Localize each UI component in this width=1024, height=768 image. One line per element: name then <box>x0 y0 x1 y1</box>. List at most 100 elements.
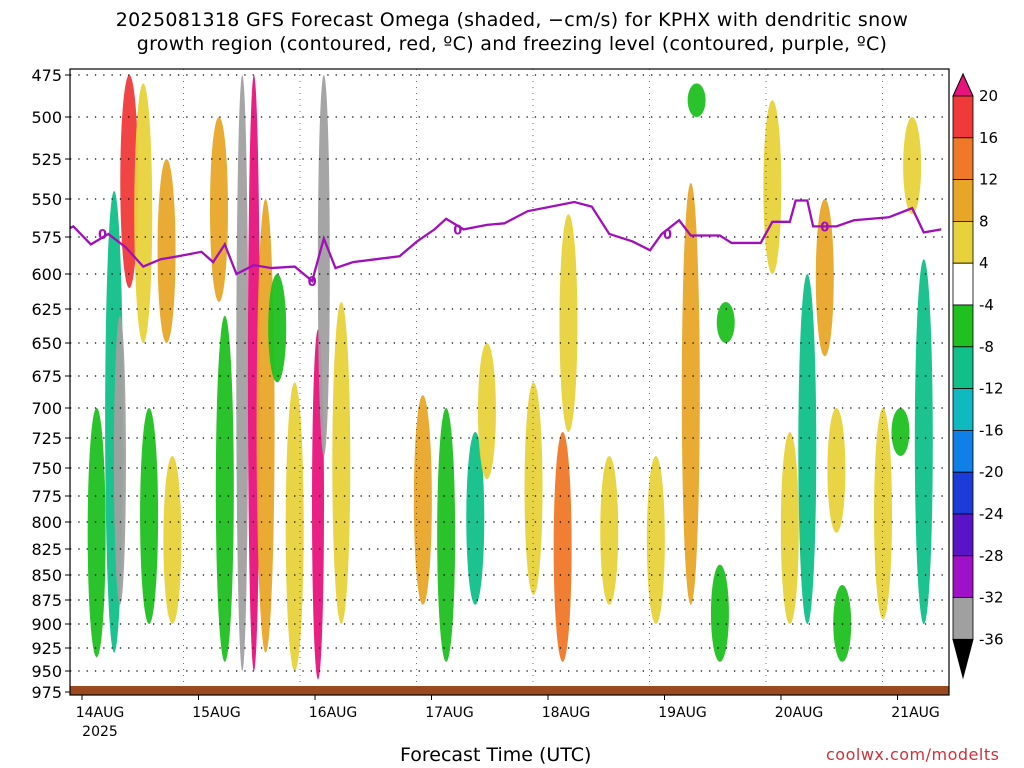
colorbar-segment <box>952 346 974 389</box>
omega-cell <box>763 100 782 274</box>
source-credit[interactable]: coolwx.com/modelts <box>826 745 1000 764</box>
omega-cell <box>815 199 834 357</box>
omega-cell <box>247 75 260 671</box>
colorbar-segment <box>952 262 974 306</box>
omega-cell <box>215 315 234 662</box>
y-tick-label: 925 <box>31 639 62 658</box>
y-tick-label: 800 <box>31 513 62 532</box>
omega-cell <box>681 183 700 605</box>
freezing-level-label: 0 <box>820 220 829 235</box>
colorbar-tick-label: -8 <box>979 338 994 356</box>
omega-cell <box>236 75 249 671</box>
colorbar-segment <box>952 179 974 222</box>
omega-cell <box>710 564 729 662</box>
title-line-2: growth region (contoured, red, ºC) and f… <box>136 33 888 55</box>
omega-cell <box>524 382 543 595</box>
omega-cell <box>413 395 432 605</box>
omega-cell <box>163 456 182 624</box>
colorbar-tick-label: -32 <box>979 589 1004 607</box>
y-tick-label: 950 <box>31 662 62 681</box>
omega-shading-layer <box>87 75 933 680</box>
colorbar-tick-label: -36 <box>979 630 1004 648</box>
colorbar-tick-label: -28 <box>979 547 1004 565</box>
omega-cell <box>157 159 176 343</box>
x-year-label: 2025 <box>82 724 118 740</box>
x-tick-label: 17AUG <box>425 705 474 721</box>
y-tick-label: 575 <box>31 228 62 247</box>
colorbar-tick-label: 20 <box>979 87 998 105</box>
x-tick-label: 21AUG <box>891 705 940 721</box>
omega-cell <box>209 117 228 302</box>
omega-cell <box>87 407 106 658</box>
colorbar-segment <box>952 304 974 348</box>
x-tick-label: 15AUG <box>192 705 241 721</box>
x-tick-label: 14AUG <box>76 705 125 721</box>
omega-cell <box>268 274 287 383</box>
y-tick-label: 600 <box>31 265 62 284</box>
freezing-level-label: 0 <box>308 275 317 290</box>
colorbar-segment <box>952 220 974 264</box>
omega-cell <box>134 83 153 343</box>
colorbar-segment <box>952 555 974 598</box>
colorbar-segment <box>952 513 974 557</box>
omega-cell <box>332 302 351 624</box>
omega-cell <box>687 83 706 117</box>
colorbar-tick-label: -16 <box>979 421 1004 439</box>
y-tick-label: 975 <box>31 683 62 702</box>
chart-title: 2025081318 GFS Forecast Omega (shaded, −… <box>0 8 1024 56</box>
colorbar-tick-label: -4 <box>979 296 994 314</box>
omega-cell <box>437 408 456 662</box>
freezing-level-label: 0 <box>663 228 672 243</box>
colorbar-top-arrow <box>952 72 974 97</box>
y-tick-label: 550 <box>31 190 62 209</box>
y-tick-label: 500 <box>31 108 62 127</box>
omega-cell <box>317 75 330 456</box>
y-tick-label: 825 <box>31 540 62 559</box>
y-tick-label: 850 <box>31 566 62 585</box>
colorbar-segment <box>952 95 974 139</box>
x-axis: 14AUG 15AUG 16AUG 17AUG 18AUG 19AUG 20AUG 21AUG… <box>76 695 940 740</box>
omega-cell <box>827 408 846 533</box>
colorbar: 20 16 12 8 4 -4 -8 -12 -16 -20 -24 -28 -32 -36 <box>952 72 1004 680</box>
grid-layer <box>70 69 949 695</box>
colorbar-tick-label: 8 <box>979 212 989 230</box>
colorbar-segment <box>952 471 974 515</box>
omega-cell <box>798 274 817 624</box>
colorbar-tick-label: -24 <box>979 505 1004 523</box>
omega-cell <box>903 117 922 215</box>
x-tick-label: 19AUG <box>658 705 707 721</box>
y-tick-label: 675 <box>31 367 62 386</box>
y-tick-label: 875 <box>31 591 62 610</box>
colorbar-tick-label: 12 <box>979 171 998 189</box>
y-tick-label: 475 <box>31 66 62 85</box>
y-tick-label: 625 <box>31 300 62 319</box>
omega-cell <box>780 432 799 624</box>
y-tick-label: 525 <box>31 150 62 169</box>
terrain-layer <box>70 686 949 695</box>
freezing-level-layer: 0 0 0 0 0 <box>70 199 942 290</box>
omega-cell <box>891 408 910 456</box>
y-tick-label: 775 <box>31 487 62 506</box>
x-axis-title: Forecast Time (UTC) <box>400 744 592 766</box>
y-axis: 475 500 525 550 575 600 625 650 675 700 725 750 775 8… <box>31 66 70 702</box>
y-tick-label: 725 <box>31 429 62 448</box>
omega-cell <box>466 432 485 605</box>
plot-frame <box>69 68 950 696</box>
colorbar-segment <box>952 597 974 640</box>
colorbar-segment <box>952 137 974 181</box>
y-tick-label: 900 <box>31 615 62 634</box>
omega-cell <box>914 259 933 624</box>
omega-cell <box>646 456 665 624</box>
freezing-level-line <box>70 199 942 284</box>
omega-cell <box>113 315 126 605</box>
y-tick-label: 750 <box>31 459 62 478</box>
terrain-fill <box>70 686 949 695</box>
omega-cell <box>120 75 139 288</box>
y-tick-label: 700 <box>31 399 62 418</box>
freezing-level-label: 0 <box>98 228 107 243</box>
colorbar-tick-label: 16 <box>979 129 998 147</box>
omega-cell <box>285 382 304 671</box>
colorbar-bottom-arrow <box>952 638 974 680</box>
colorbar-tick-label: -12 <box>979 380 1004 398</box>
